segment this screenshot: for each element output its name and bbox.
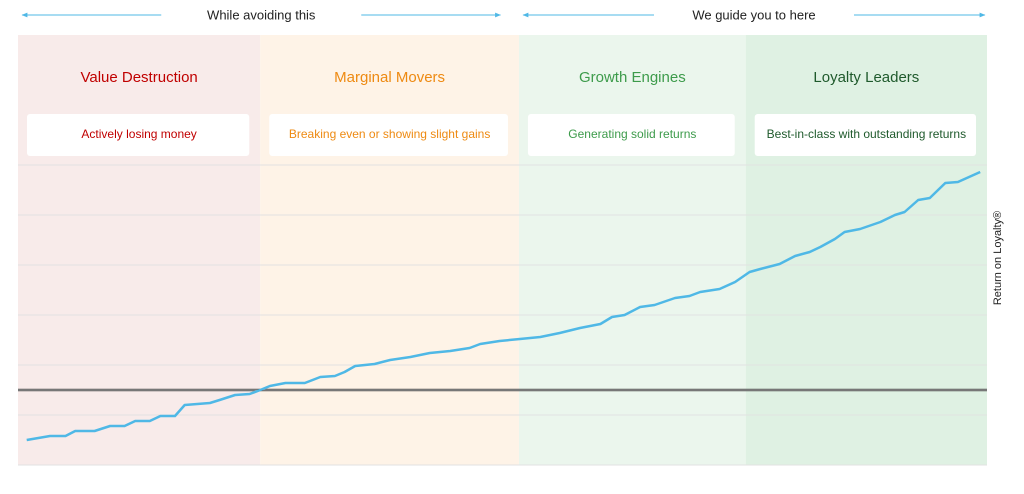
zone-band (260, 35, 519, 465)
zone-description-box (527, 114, 735, 156)
header-label: While avoiding this (207, 7, 316, 22)
zone-title: Growth Engines (579, 69, 686, 86)
zone-description-box (754, 114, 976, 156)
zone-description-box (269, 114, 508, 156)
y-axis-label: Return on Loyalty® (992, 211, 1004, 305)
zone-title: Marginal Movers (334, 69, 445, 86)
zone-title: Loyalty Leaders (813, 69, 919, 86)
zone-band (745, 35, 987, 465)
zone-description: Breaking even or showing slight gains (289, 127, 490, 141)
header-label: We guide you to here (692, 7, 815, 22)
zone-band (518, 35, 746, 465)
zone-band (18, 35, 261, 465)
zone-description: Actively losing money (81, 127, 196, 141)
zone-description: Best-in-class with outstanding returns (767, 127, 966, 141)
zone-description: Generating solid returns (568, 127, 696, 141)
data-line (26, 170, 981, 442)
zone-title: Value Destruction (80, 69, 197, 86)
zone-description-box (27, 114, 250, 156)
